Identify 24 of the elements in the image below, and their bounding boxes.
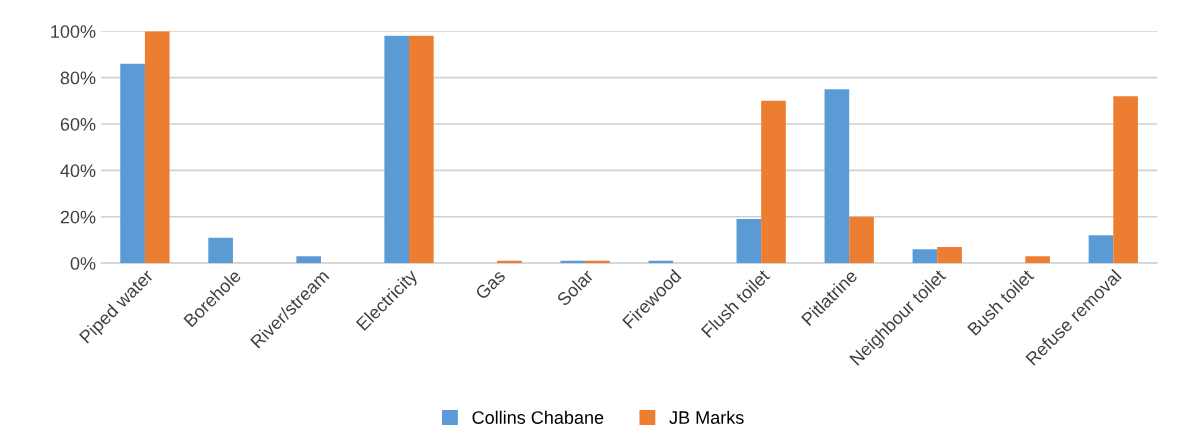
bar (409, 35, 434, 264)
y-tick-label: 20% (60, 210, 96, 224)
bar (296, 256, 321, 264)
bar (1088, 235, 1114, 264)
bar (384, 35, 410, 264)
y-tick-label: 80% (60, 71, 96, 85)
y-tick-label: 100% (51, 25, 96, 38)
y-tick-label: 0% (70, 257, 96, 270)
bar (1113, 96, 1138, 264)
legend-label: JB Marks (669, 410, 744, 424)
legend-label: Collins Chabane (472, 410, 604, 424)
bar (912, 249, 938, 264)
bar (120, 63, 145, 264)
bar (761, 100, 786, 264)
bar (208, 237, 233, 264)
bar (736, 219, 762, 264)
bar (824, 89, 850, 264)
bar (1025, 256, 1050, 264)
bar (144, 31, 170, 264)
x-tick-label: Gas (474, 268, 506, 301)
y-tick-label: 40% (60, 164, 96, 178)
y-tick-label: 60% (60, 117, 96, 131)
bar (937, 246, 962, 264)
bar (849, 216, 874, 264)
